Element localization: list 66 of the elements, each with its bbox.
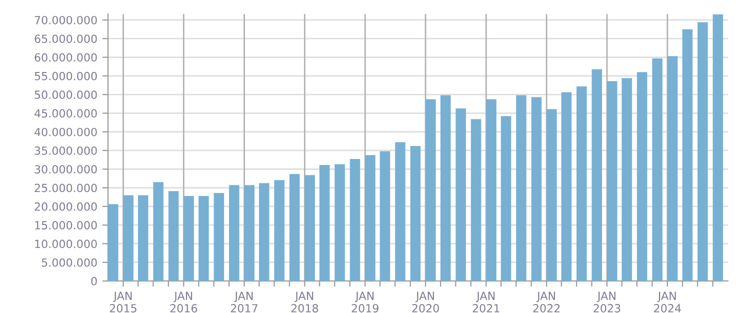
bar (516, 95, 526, 281)
bar (350, 159, 360, 281)
y-tick-label: 20.000.000 (34, 202, 97, 211)
bar (486, 99, 496, 281)
bar (395, 142, 406, 281)
y-tick-label: 15.000.000 (35, 221, 97, 230)
y-tick-label: 10.000.000 (35, 240, 97, 248)
bar (652, 58, 662, 281)
y-tick-label: 30.000.000 (34, 165, 97, 174)
bar (214, 192, 224, 281)
x-tick-label: JAN 2019 (352, 292, 378, 312)
x-tick-label: JAN 2018 (291, 292, 318, 312)
y-tick-label: 5.000.000 (42, 258, 97, 267)
bar (622, 78, 632, 281)
bar (168, 191, 179, 281)
bar (698, 22, 708, 281)
bar (108, 204, 118, 281)
y-tick-label: 35.000.000 (34, 146, 97, 155)
y-tick-label: 55.000.000 (34, 72, 97, 80)
bar (334, 164, 345, 281)
x-tick-label: JAN 2021 (472, 292, 500, 312)
bar (667, 56, 678, 281)
y-tick-label: 65.000.000 (34, 34, 97, 43)
bar (198, 196, 209, 281)
bar (184, 196, 194, 281)
bar (138, 195, 148, 281)
y-tick-label: 70.000.000 (34, 16, 97, 24)
bar (274, 180, 284, 281)
bar (546, 109, 557, 281)
bar (319, 165, 330, 281)
x-tick-label: JAN 2017 (230, 292, 258, 312)
x-tick-label: JAN 2020 (412, 292, 439, 312)
bar (426, 99, 436, 281)
bar (456, 108, 466, 281)
x-tick-label: JAN 2022 (533, 292, 560, 312)
bar (531, 97, 542, 281)
bar (592, 69, 602, 281)
bar (712, 14, 724, 281)
bar (380, 151, 390, 281)
bar (304, 175, 315, 281)
bar (470, 119, 482, 281)
y-tick-label: 60.000.000 (34, 53, 97, 62)
bar (576, 86, 587, 281)
bar (682, 29, 693, 281)
bar (229, 185, 240, 281)
bar (440, 95, 451, 281)
x-tick-label: JAN 2016 (170, 292, 198, 312)
bar (153, 182, 164, 281)
bar (636, 72, 648, 281)
bar (561, 92, 572, 281)
x-tick-label: JAN 2015 (110, 292, 136, 312)
y-tick-label: 0 (91, 276, 97, 286)
bar (123, 195, 134, 281)
y-tick-label: 25.000.000 (34, 184, 97, 192)
bar (410, 146, 421, 281)
bar (365, 155, 376, 281)
x-tick-label: JAN 2024 (654, 292, 681, 312)
x-tick-label: JAN 2023 (594, 292, 620, 312)
y-tick-label: 45.000.000 (34, 109, 97, 118)
y-tick-label: 40.000.000 (34, 128, 97, 136)
bar (244, 185, 255, 281)
bar (606, 81, 618, 281)
bar (500, 116, 512, 281)
bar (258, 183, 270, 281)
y-tick-label: 50.000.000 (34, 90, 97, 99)
bar (289, 174, 300, 281)
